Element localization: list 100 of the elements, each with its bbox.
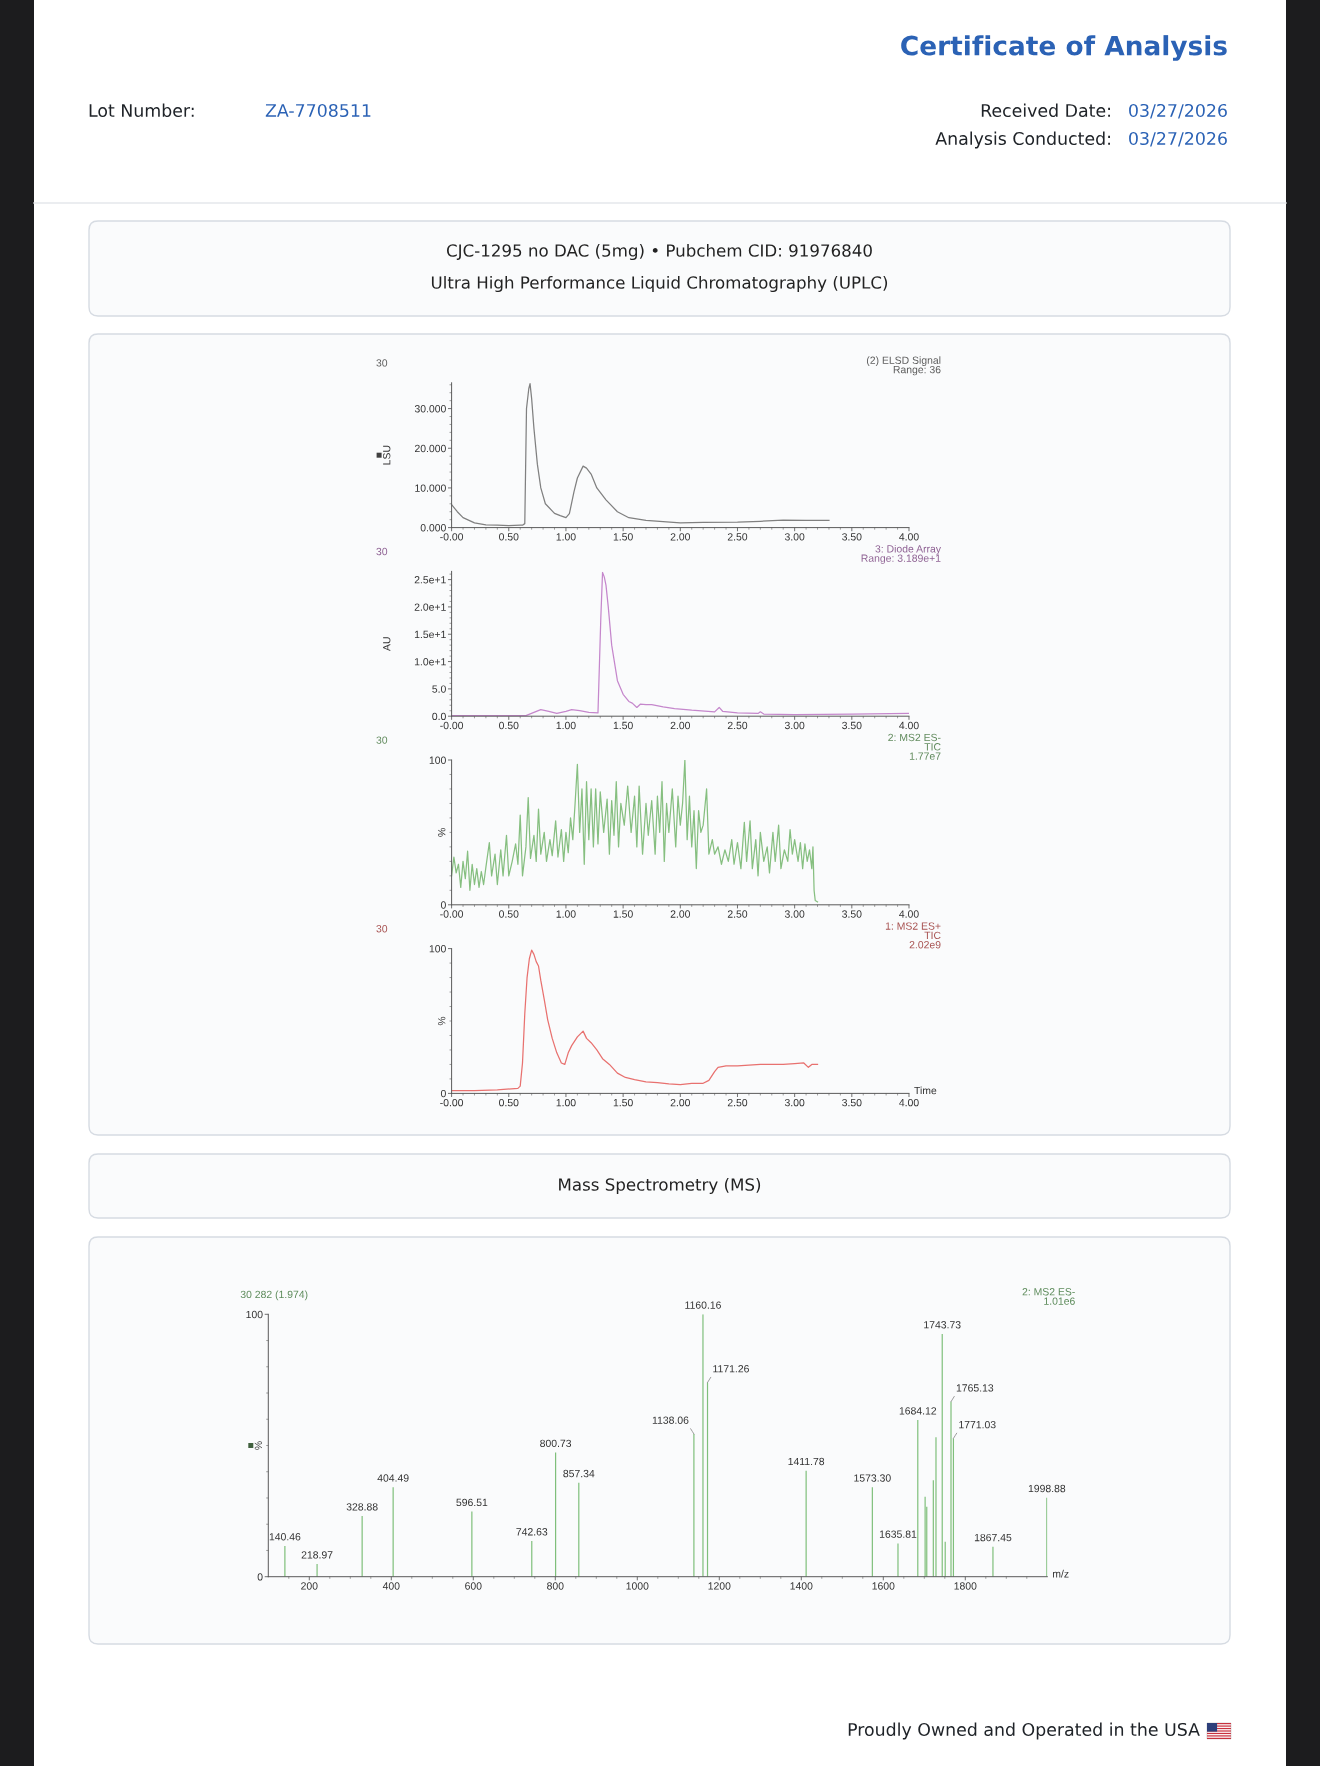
x-tick-label: 200 [301,1582,318,1590]
y-axis-title: LSU [383,445,391,465]
y-axis-title: % [438,828,446,837]
annotation: 1411.78 [788,1457,825,1466]
x-tick-label: 3.00 [784,1098,805,1107]
x-tick-label: 0.50 [499,1098,519,1107]
x-tick-label: 1600 [872,1582,895,1590]
y-tick-label: 0 [257,1573,263,1581]
annotation: 1998.88 [1028,1484,1066,1493]
x-tick-label: 1.00 [556,910,576,918]
x-tick-label: 0.50 [499,721,519,730]
annotation: 1573.30 [854,1474,891,1482]
x-tick-label: -0.00 [440,1098,464,1107]
annotation: 1635.81 [879,1530,917,1538]
annotation: 1138.06 [652,1416,689,1424]
y-axis-title: AU [383,637,391,652]
x-tick-label: 2.00 [670,533,691,541]
x-tick-label: 2.50 [727,721,748,730]
x-tick-label: 2.50 [727,910,748,918]
text: 03/27/2026 [1129,103,1227,119]
y-tick-label: 10.000 [415,484,446,492]
text: 2: MS2 ES- TIC 1.77e7 [888,733,941,760]
y-tick-label: 100 [246,1310,263,1319]
text: Analysis Conducted: [935,131,1110,149]
x-tick-label: 1800 [954,1582,977,1590]
x-tick-label: 2.00 [670,721,691,730]
text: 1: MS2 ES+ TIC 2.02e9 [885,922,941,949]
text: 3: Diode Array Range: 3.189e+1 [861,544,941,564]
annotation: 218.97 [301,1551,333,1559]
x-tick-label: 1.50 [613,533,633,541]
x-tick-label: 1200 [708,1582,731,1590]
annotation: 800.73 [540,1439,572,1448]
x-tick-label: 3.50 [842,533,862,541]
x-tick-label: 3.50 [842,910,862,918]
x-tick-label: 4.00 [899,910,919,918]
x-tick-label: 3.00 [784,533,805,541]
x-tick-label: 2.00 [670,910,691,918]
y-tick-label: 0 [440,1089,446,1098]
y-axis-title: % [438,1016,446,1026]
text: 03/27/2026 [1129,131,1227,147]
annotation: 140.46 [269,1533,301,1541]
annotation: 857.34 [563,1469,595,1478]
x-tick-label: 2.00 [670,1098,691,1107]
text: 30 282 (1.974) [240,1290,308,1301]
chart-title: Mass Spectrometry (MS) [559,1177,761,1195]
text: ZA-7708511 [265,103,371,118]
x-tick-label: -0.00 [440,533,464,541]
x-axis-title: m/z [1052,1569,1069,1578]
x-tick-label: 1.50 [613,721,633,730]
x-tick-label: 1400 [790,1582,813,1590]
x-tick-label: 1.50 [613,1098,633,1107]
x-tick-label: 400 [382,1582,400,1590]
x-tick-label: 1.00 [556,533,576,541]
y-tick-label: 2.5e+1 [414,576,446,584]
annotation: 1867.45 [974,1533,1012,1542]
annotation: 596.51 [456,1498,488,1507]
text: Received Date: [981,103,1110,118]
x-tick-label: 4.00 [899,1098,919,1107]
y-tick-label: 1.5e+1 [414,630,446,639]
annotation: 404.49 [377,1474,409,1482]
y-tick-label: 2.0e+1 [414,603,446,611]
x-tick-label: 3.00 [784,910,805,918]
y-tick-label: 0.000 [420,524,446,532]
annotation: 742.63 [516,1528,548,1536]
y-axis-title: % [254,1441,263,1450]
y-tick-label: 30.000 [414,405,446,413]
annotation: 1160.16 [685,1301,721,1309]
x-tick-label: 3.00 [784,721,805,730]
annotation: 1743.73 [924,1321,961,1329]
annotation: 328.88 [346,1503,378,1511]
x-tick-label: 0.50 [499,910,519,918]
annotation: 1171.26 [713,1365,749,1373]
y-tick-label: 1.0e+1 [414,658,446,666]
text: 30 [376,547,388,556]
x-tick-label: 3.50 [842,1098,862,1107]
chart-title: CJC-1295 no DAC (5mg) • Pubchem CID: 91976840 [446,243,872,261]
x-tick-label: 1000 [626,1582,649,1590]
text: 30 [376,359,388,367]
y-tick-label: 5.0 [432,685,446,693]
text: (2) ELSD Signal Range: 36 [866,356,941,376]
x-tick-label: 2.50 [727,1098,748,1107]
text: 2: MS2 ES- 1.01e6 [1022,1288,1075,1305]
y-tick-label: 0 [440,901,446,909]
x-tick-label: 1.00 [556,721,576,730]
annotation: 1684.12 [899,1407,937,1415]
x-tick-label: 0.50 [499,533,519,541]
y-tick-label: 100 [429,945,446,953]
y-tick-label: 0.0 [432,712,446,721]
x-tick-label: 600 [465,1582,482,1590]
x-tick-label: 1.50 [613,910,633,918]
x-tick-label: 800 [547,1582,564,1590]
text: Lot Number: [89,103,194,118]
annotation: 1771.03 [959,1420,996,1429]
x-tick-label: 4.00 [899,533,919,541]
x-tick-label: 2.50 [727,533,748,541]
text: Proudly Owned and Operated in the USA [848,1722,1200,1740]
chart-subtitle: Ultra High Performance Liquid Chromatography (UPLC) [431,275,888,293]
x-tick-label: -0.00 [440,910,464,918]
text: Certificate of Analysis [901,35,1227,61]
x-tick-label: 1.00 [556,1098,576,1107]
